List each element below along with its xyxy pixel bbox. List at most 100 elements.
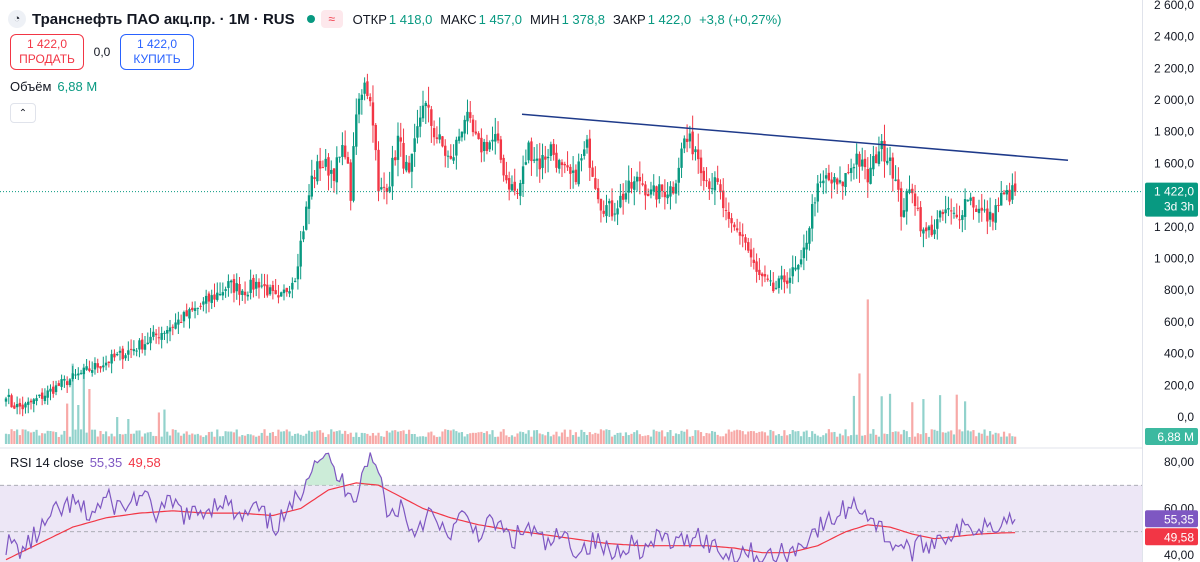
- candle-body: [638, 177, 642, 182]
- candle-body: [202, 301, 205, 305]
- price-tick-label: 2 200,0: [1154, 61, 1194, 75]
- candle-body: [816, 183, 819, 202]
- volume-bar: [27, 431, 30, 444]
- volume-bar: [271, 431, 274, 444]
- candle-body: [541, 155, 544, 168]
- volume-bar: [483, 432, 486, 444]
- candle-body: [74, 374, 77, 376]
- market-open-dot-icon[interactable]: [306, 15, 315, 23]
- volume-bar: [485, 431, 489, 444]
- open-label: ОТКР: [352, 11, 387, 27]
- candle-body: [232, 278, 236, 293]
- candle-body: [530, 141, 533, 162]
- spread-value: 0,0: [93, 45, 111, 59]
- volume-bar: [49, 431, 52, 444]
- volume-bar: [310, 431, 313, 444]
- rsi-tick-label: 40,00: [1164, 548, 1194, 562]
- candle-body: [307, 195, 311, 209]
- volume-bar: [555, 431, 558, 444]
- volume-bar: [149, 431, 152, 444]
- volume-bar: [13, 431, 16, 444]
- volume-bar: [274, 435, 277, 444]
- volume-legend[interactable]: Объём 6,88 M: [10, 79, 97, 94]
- candle-body: [680, 148, 683, 168]
- candle-body: [229, 280, 233, 283]
- sell-button[interactable]: 1 422,0 ПРОДАТЬ: [10, 34, 84, 70]
- candle-body: [655, 186, 658, 200]
- candle-body: [571, 170, 575, 173]
- volume-bar: [875, 434, 878, 444]
- volume-bar: [449, 430, 452, 444]
- candle-body: [488, 142, 491, 150]
- candle-body: [569, 166, 572, 174]
- candle-body: [138, 340, 141, 350]
- candle-body: [785, 280, 789, 284]
- candle-body: [318, 160, 322, 169]
- collapse-legend-button[interactable]: ⌃: [10, 103, 36, 123]
- buy-button[interactable]: 1 422,0 КУПИТЬ: [120, 34, 194, 70]
- candle-body: [722, 190, 725, 209]
- candle-body: [43, 395, 47, 401]
- candle-body: [60, 379, 63, 387]
- volume-bar: [263, 429, 266, 444]
- candle-body: [683, 138, 686, 149]
- candle-body: [866, 168, 869, 183]
- candle-body: [388, 186, 391, 192]
- volume-bar: [93, 429, 97, 444]
- rsi-band: [0, 485, 1143, 562]
- volume-bar: [305, 433, 308, 444]
- candle-body: [499, 139, 503, 160]
- volume-bar: [302, 435, 305, 444]
- volume-bar: [68, 436, 72, 444]
- candle-body: [193, 308, 197, 312]
- candle-body: [313, 177, 316, 180]
- volume-bar: [947, 431, 950, 444]
- candle-body: [591, 167, 594, 177]
- candle-body: [811, 204, 814, 229]
- transneft-logo-icon[interactable]: ◔: [8, 10, 26, 28]
- volume-bar: [655, 431, 658, 444]
- volume-bar: [1000, 436, 1003, 444]
- volume-bar: [41, 433, 44, 444]
- wave-icon[interactable]: ≈: [320, 10, 343, 28]
- candle-body: [88, 368, 91, 371]
- volume-value: 6,88 M: [57, 79, 98, 94]
- candle-body: [494, 134, 497, 142]
- volume-bar: [405, 433, 408, 444]
- volume-bar: [444, 429, 447, 444]
- candle-body: [166, 330, 169, 334]
- volume-bar: [702, 436, 705, 444]
- candle-body: [52, 386, 55, 394]
- volume-bar: [975, 436, 978, 444]
- price-tick-label: 2 400,0: [1154, 30, 1194, 44]
- candle-body: [402, 142, 405, 169]
- candle-body: [121, 348, 124, 360]
- volume-bar: [660, 430, 664, 444]
- volume-bar: [60, 434, 63, 444]
- candle-body: [744, 237, 747, 243]
- candle-body: [769, 280, 772, 282]
- candle-body: [204, 295, 208, 304]
- candle-body: [291, 282, 294, 290]
- candle-body: [124, 355, 127, 359]
- volume-bar: [338, 430, 341, 444]
- candle-body: [527, 142, 530, 161]
- candle-body: [861, 159, 864, 167]
- volume-bar: [499, 431, 502, 444]
- volume-bar: [772, 431, 775, 444]
- candle-body: [107, 361, 111, 363]
- candle-body: [911, 188, 914, 194]
- volume-bar: [205, 435, 208, 444]
- candle-body: [997, 204, 1000, 206]
- volume-bar: [355, 432, 358, 444]
- volume-bar: [594, 432, 597, 444]
- rsi-badge: [1145, 510, 1198, 528]
- rsi-legend[interactable]: RSI 14 close 55,35 49,58: [10, 455, 161, 470]
- candle-body: [624, 193, 628, 200]
- volume-bar: [394, 430, 397, 444]
- candle-body: [266, 284, 269, 296]
- candle-body: [260, 285, 263, 287]
- volume-bar: [249, 434, 252, 444]
- symbol-title[interactable]: Транснефть ПАО акц.пр. · 1M · RUS: [32, 10, 295, 28]
